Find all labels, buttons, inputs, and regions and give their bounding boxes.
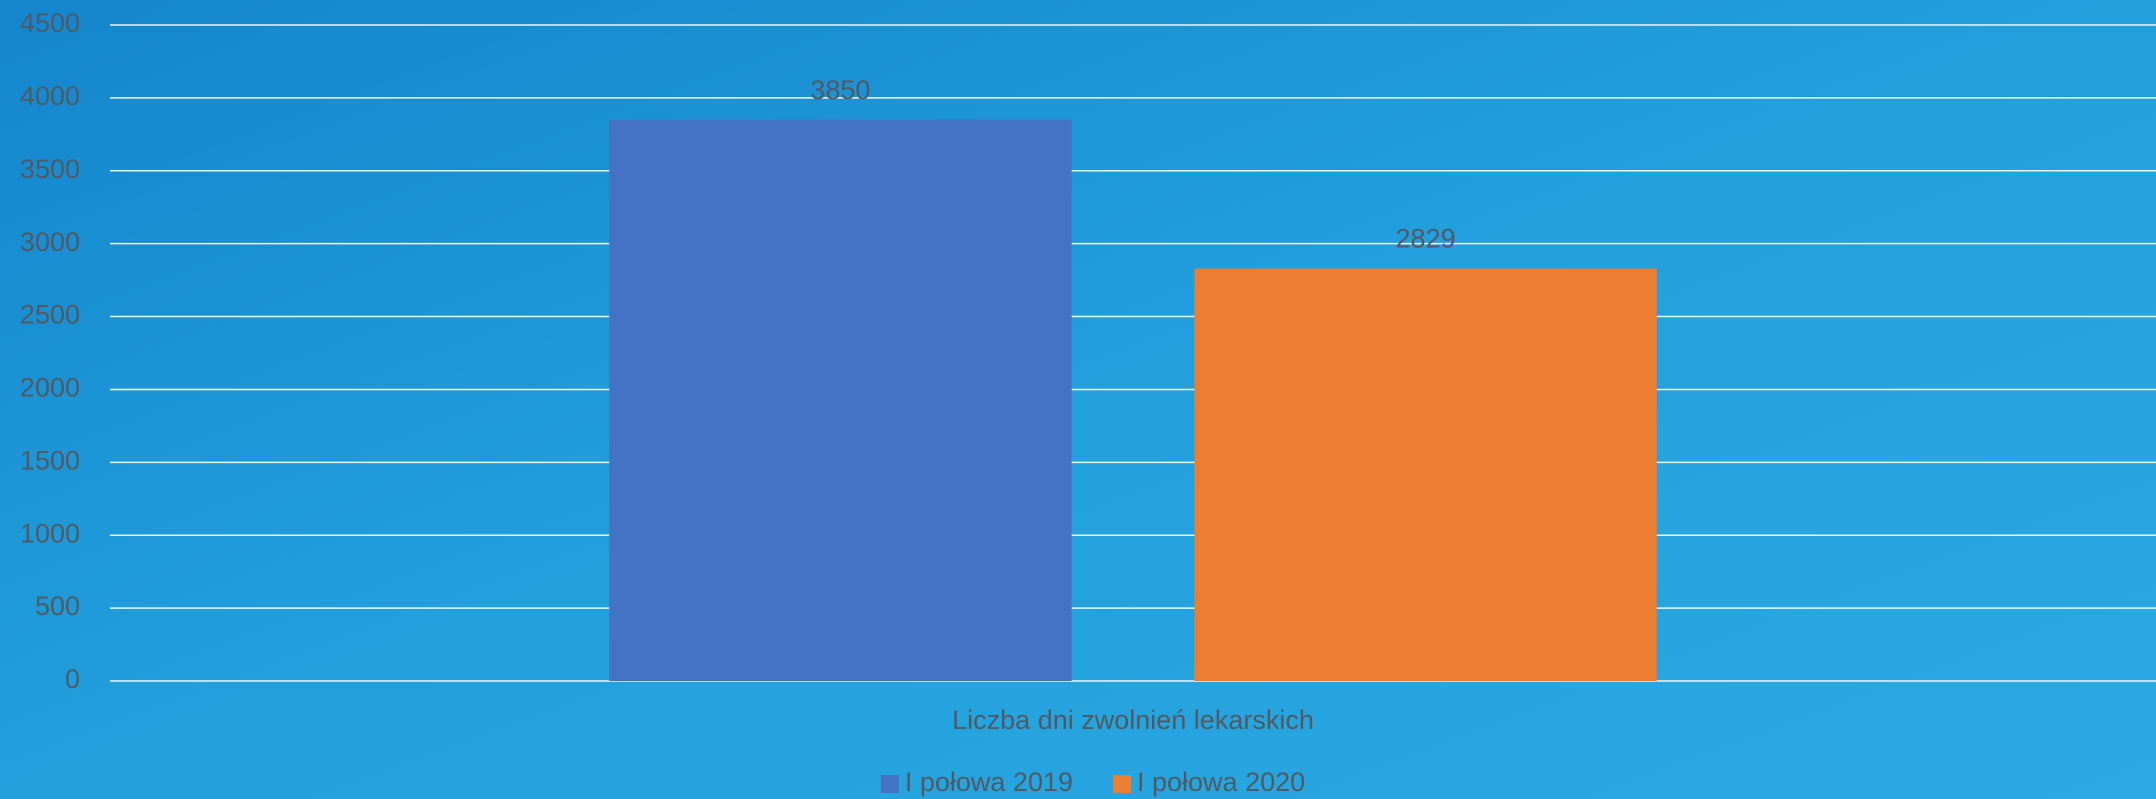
y-tick-label: 2500 (20, 300, 80, 330)
legend-label: I połowa 2020 (1137, 767, 1305, 797)
y-tick-label: 1500 (20, 445, 80, 475)
y-tick-label: 500 (35, 591, 80, 621)
data-label: 2829 (1396, 224, 1456, 254)
bar (609, 119, 1072, 681)
y-tick-label: 0 (65, 664, 80, 694)
y-tick-label: 3500 (20, 154, 80, 184)
x-tick-label: Liczba dni zwolnień lekarskich (952, 705, 1314, 735)
bar (1194, 268, 1657, 681)
legend-swatch (880, 775, 899, 793)
legend-swatch (1113, 775, 1131, 793)
y-tick-label: 1000 (20, 518, 80, 548)
y-tick-label: 3000 (20, 227, 80, 257)
data-label: 3850 (810, 75, 870, 105)
y-tick-label: 2000 (20, 373, 80, 403)
y-tick-label: 4000 (20, 81, 80, 111)
legend-label: I połowa 2019 (905, 767, 1073, 797)
y-tick-label: 4500 (20, 8, 80, 38)
